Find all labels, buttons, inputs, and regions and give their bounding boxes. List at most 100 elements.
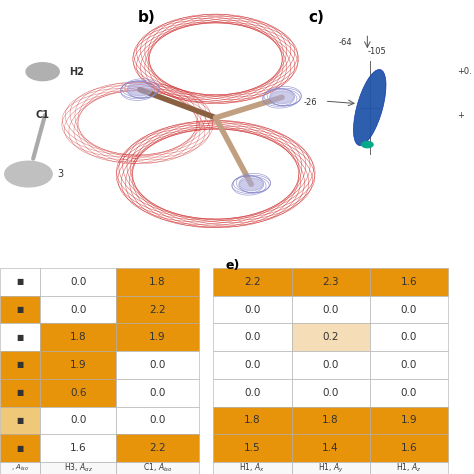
Bar (0, 379, 40, 407)
Bar (0, 434, 40, 462)
Text: 2.2: 2.2 (149, 443, 166, 453)
Circle shape (26, 63, 59, 81)
Text: 0.0: 0.0 (322, 360, 339, 370)
Bar (370, 462, 448, 474)
Text: ■: ■ (17, 333, 24, 342)
Bar (116, 462, 199, 474)
Bar (0, 462, 40, 474)
Text: 0.0: 0.0 (244, 360, 261, 370)
Bar (116, 323, 199, 351)
Text: 0.0: 0.0 (244, 304, 261, 315)
Text: 0.0: 0.0 (322, 388, 339, 398)
Text: 0.2: 0.2 (322, 332, 339, 342)
Text: 0.0: 0.0 (401, 332, 417, 342)
Bar (40, 379, 116, 407)
Bar (40, 296, 116, 323)
Text: b): b) (137, 10, 155, 25)
Text: 0.0: 0.0 (401, 304, 417, 315)
Text: H2: H2 (69, 67, 83, 77)
Circle shape (239, 178, 263, 191)
Text: 1.6: 1.6 (401, 277, 417, 287)
Bar (116, 379, 199, 407)
Text: -105: -105 (367, 47, 386, 55)
Bar (40, 462, 116, 474)
Bar (0, 351, 40, 379)
Bar (40, 434, 116, 462)
Bar (292, 379, 370, 407)
Bar (213, 268, 292, 296)
Bar (0, 407, 40, 434)
Text: 1.6: 1.6 (401, 443, 417, 453)
Bar (0, 296, 40, 323)
Text: 0.0: 0.0 (70, 415, 86, 426)
Text: 0.0: 0.0 (70, 277, 86, 287)
Text: +: + (457, 111, 465, 119)
Text: 1.4: 1.4 (322, 443, 339, 453)
Text: , $A_{iso}$: , $A_{iso}$ (11, 463, 29, 473)
Bar (213, 379, 292, 407)
Circle shape (362, 142, 373, 148)
Bar (292, 268, 370, 296)
Bar (292, 462, 370, 474)
Bar (213, 351, 292, 379)
Bar (292, 434, 370, 462)
Bar (213, 323, 292, 351)
Text: 1.9: 1.9 (149, 332, 166, 342)
Bar (292, 296, 370, 323)
Bar (116, 268, 199, 296)
Text: e): e) (225, 259, 239, 272)
Bar (116, 296, 199, 323)
Bar (370, 379, 448, 407)
Text: 1.6: 1.6 (70, 443, 87, 453)
Text: 0.0: 0.0 (149, 388, 166, 398)
Bar (116, 351, 199, 379)
Bar (116, 434, 199, 462)
Bar (213, 296, 292, 323)
Bar (0, 323, 40, 351)
Text: 1.8: 1.8 (322, 415, 339, 426)
Text: 0.0: 0.0 (401, 388, 417, 398)
Text: H3, $A_{\alpha z}$: H3, $A_{\alpha z}$ (64, 462, 93, 474)
Text: H1, $A_x$: H1, $A_x$ (239, 462, 265, 474)
Text: 1.8: 1.8 (244, 415, 261, 426)
Circle shape (270, 91, 294, 104)
Circle shape (128, 83, 152, 96)
Text: +0.: +0. (457, 67, 472, 76)
Bar (370, 407, 448, 434)
Bar (40, 268, 116, 296)
Text: ■: ■ (17, 277, 24, 286)
Text: 3: 3 (57, 169, 63, 179)
Bar (40, 351, 116, 379)
Bar (0, 268, 40, 296)
Text: 0.0: 0.0 (322, 304, 339, 315)
Text: ■: ■ (17, 444, 24, 453)
Text: c): c) (308, 10, 324, 25)
Bar (213, 462, 292, 474)
Text: 0.0: 0.0 (149, 360, 166, 370)
Text: 0.0: 0.0 (244, 388, 261, 398)
Text: C1: C1 (36, 110, 50, 120)
Text: 2.2: 2.2 (149, 304, 166, 315)
Text: 1.9: 1.9 (70, 360, 87, 370)
Bar (116, 407, 199, 434)
Bar (370, 268, 448, 296)
Text: -26: -26 (303, 98, 317, 107)
Text: -64: -64 (339, 38, 353, 47)
Bar (370, 323, 448, 351)
Bar (292, 351, 370, 379)
Text: H1, $A_y$: H1, $A_y$ (318, 462, 344, 474)
Bar (40, 323, 116, 351)
Text: ■: ■ (17, 361, 24, 369)
Text: ■: ■ (17, 305, 24, 314)
Text: H1, $A_z$: H1, $A_z$ (396, 462, 421, 474)
Bar (370, 434, 448, 462)
Text: 0.6: 0.6 (70, 388, 86, 398)
Text: 0.0: 0.0 (70, 304, 86, 315)
Bar (370, 296, 448, 323)
Text: 0.0: 0.0 (149, 415, 166, 426)
Text: C1, $A_{iso}$: C1, $A_{iso}$ (143, 462, 173, 474)
Text: ■: ■ (17, 388, 24, 397)
Bar (213, 407, 292, 434)
Text: 2.2: 2.2 (244, 277, 261, 287)
Bar (292, 407, 370, 434)
